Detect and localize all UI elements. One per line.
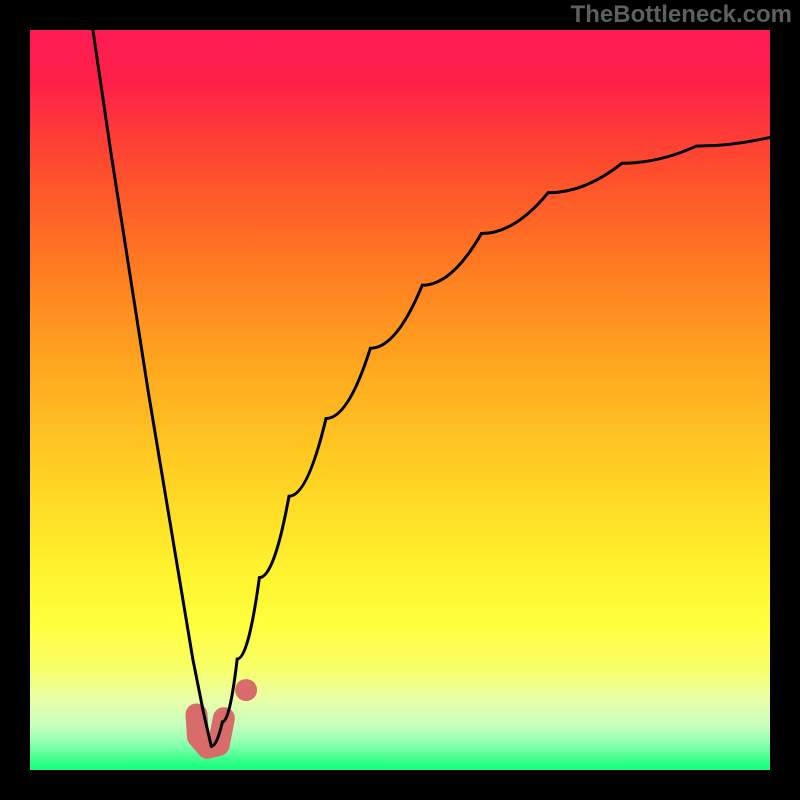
watermark-text: TheBottleneck.com [571,1,792,29]
gradient-background [30,30,770,770]
chart-frame: TheBottleneck.com [0,0,800,800]
marker-dot [235,679,257,701]
plot-svg [30,30,770,770]
plot-area [30,30,770,770]
